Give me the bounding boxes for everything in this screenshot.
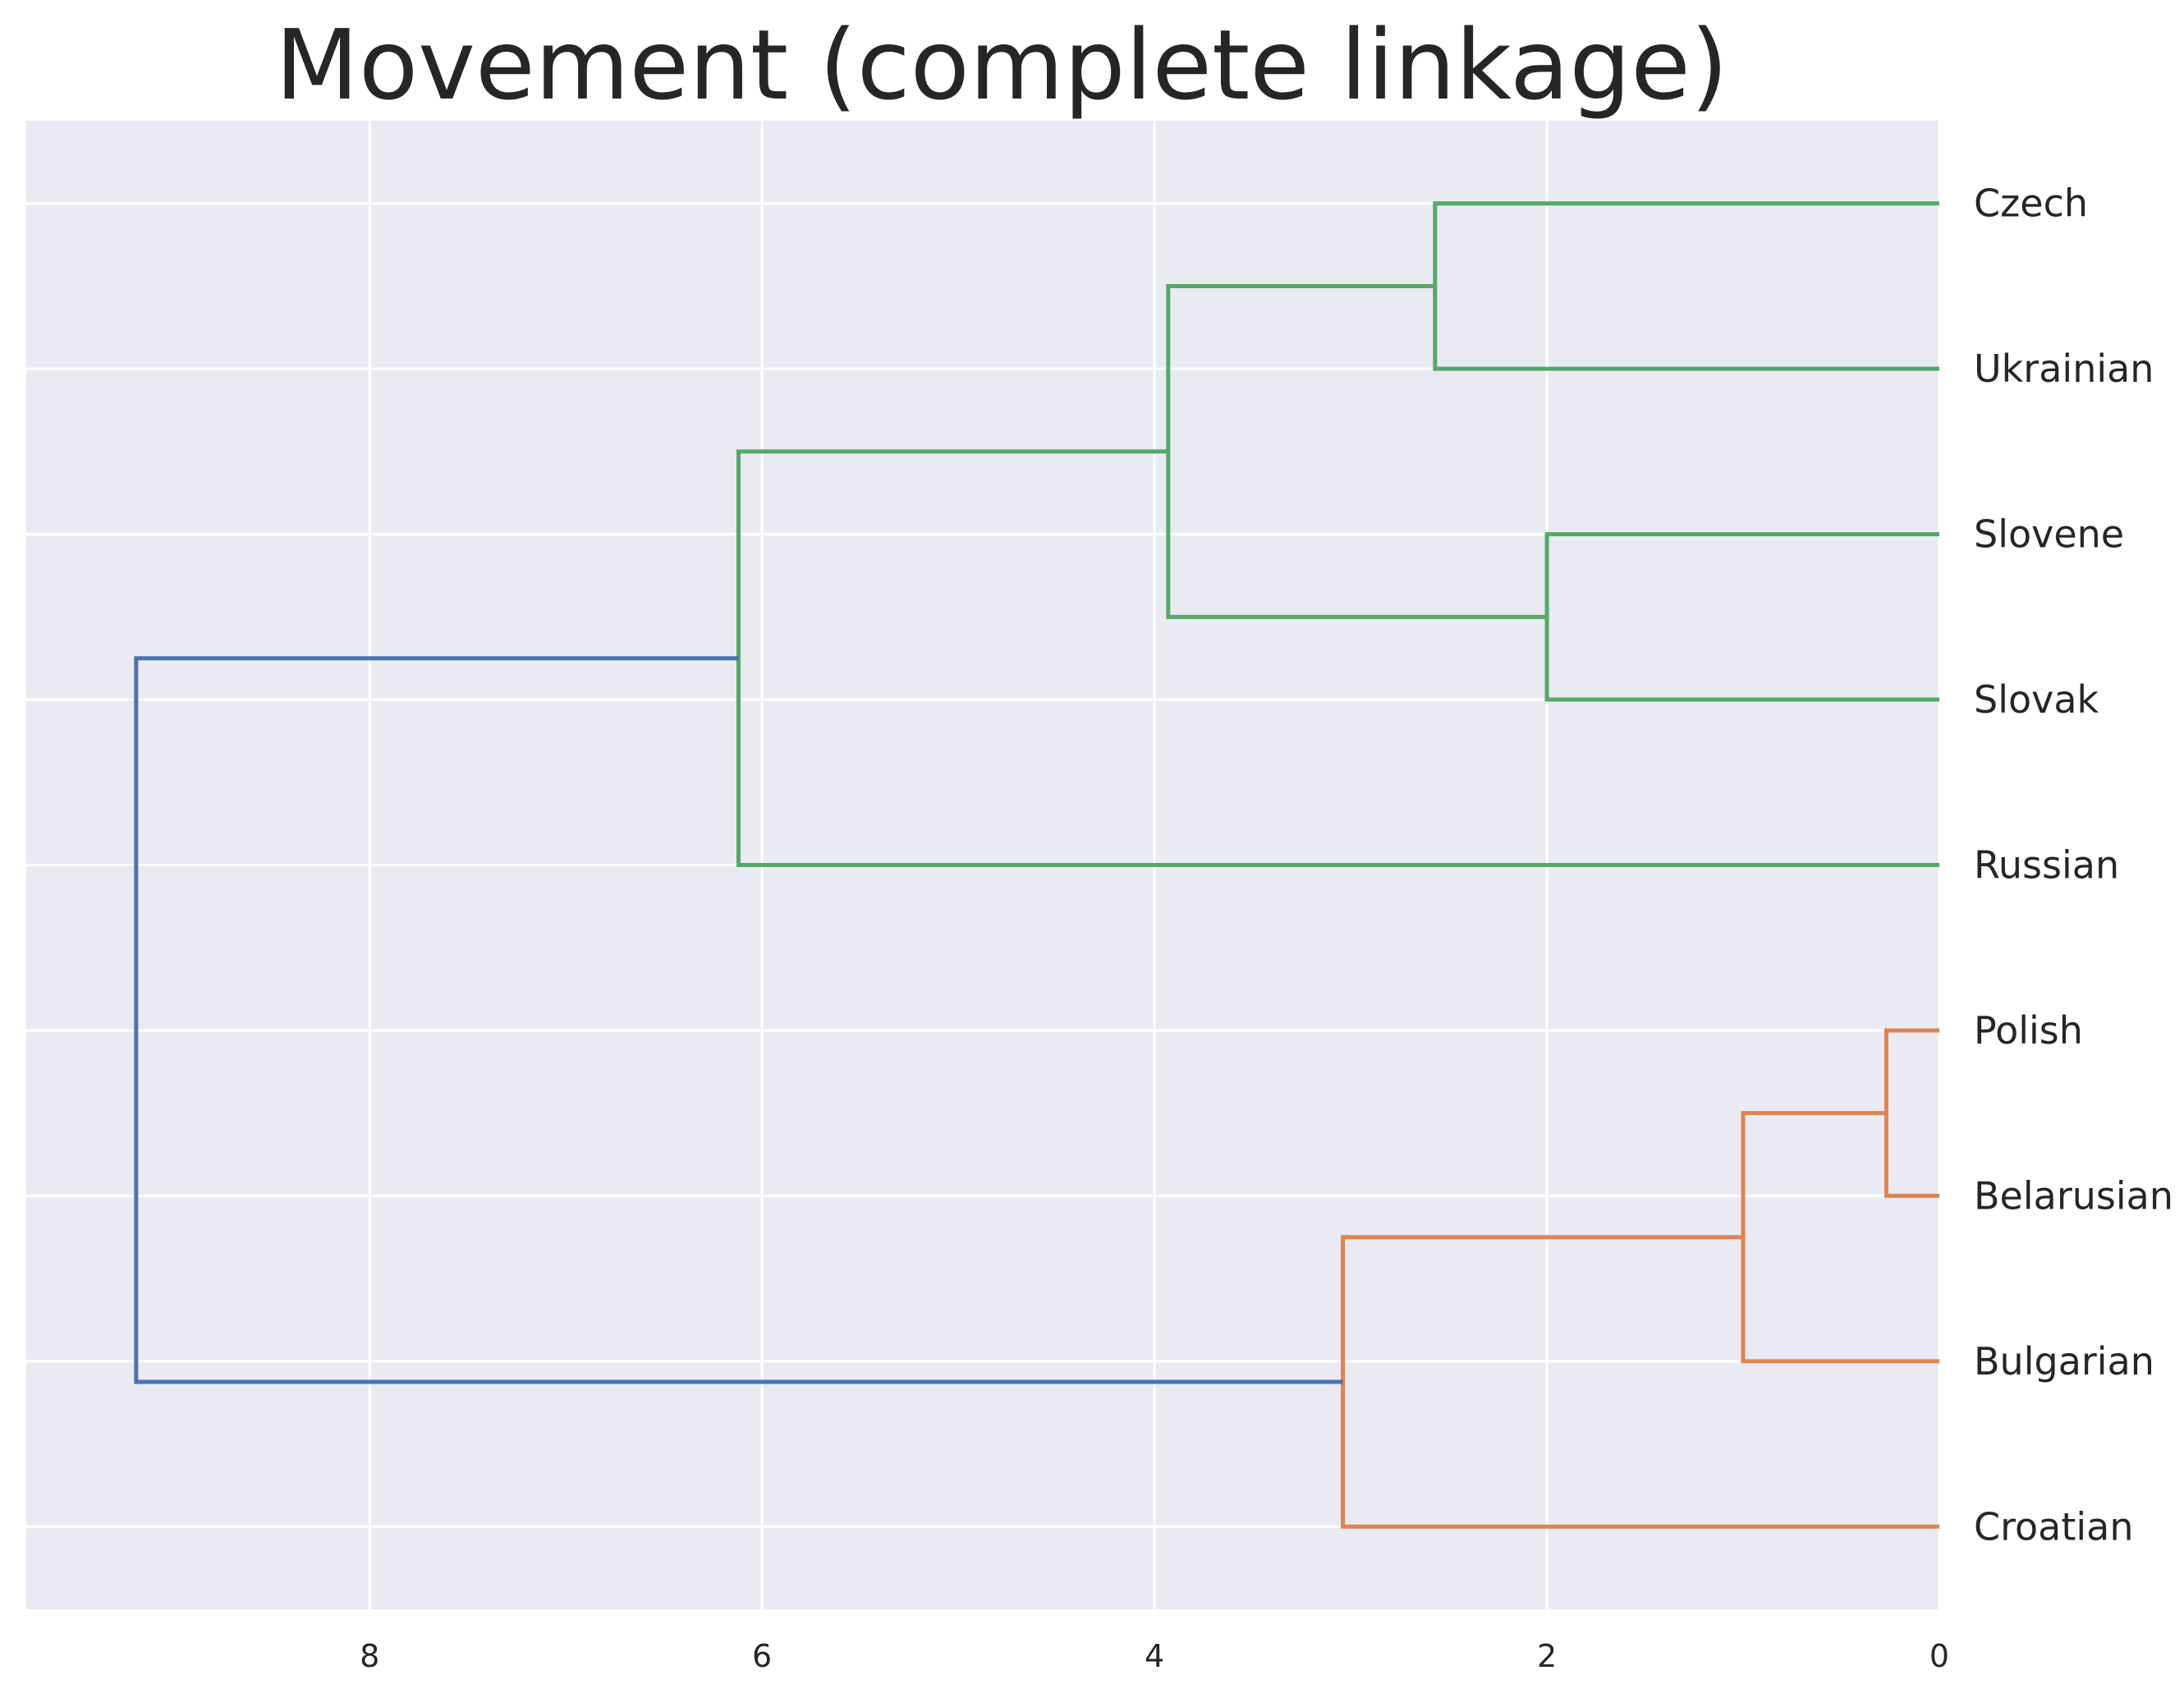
leaf-label-croatian: Croatian	[1974, 1504, 2134, 1549]
leaf-label-ukrainian: Ukrainian	[1974, 346, 2154, 391]
x-tick-label: 4	[1145, 1638, 1164, 1674]
leaf-label-bulgarian: Bulgarian	[1974, 1339, 2154, 1384]
leaf-label-slovak: Slovak	[1974, 677, 2099, 722]
leaf-label-polish: Polish	[1974, 1008, 2083, 1053]
dendrogram-links	[134, 201, 1939, 1529]
dendrogram-link	[134, 656, 1343, 1384]
x-tick-label: 2	[1537, 1638, 1557, 1674]
x-tick-label: 0	[1929, 1638, 1949, 1674]
leaf-label-slovene: Slovene	[1974, 512, 2124, 557]
leaf-label-belarusian: Belarusian	[1974, 1173, 2173, 1218]
x-tick-label: 8	[360, 1638, 379, 1674]
leaf-labels: Czech Ukrainian Slovene Slovak Russian Polish…	[1974, 181, 2173, 1549]
leaf-label-czech: Czech	[1974, 181, 2088, 226]
x-tick-label: 6	[752, 1638, 772, 1674]
x-tick-labels: 8 6 4 2 0	[360, 1638, 1949, 1674]
leaf-label-russian: Russian	[1974, 843, 2119, 888]
chart-title: Movement (complete linkage)	[275, 8, 1728, 122]
